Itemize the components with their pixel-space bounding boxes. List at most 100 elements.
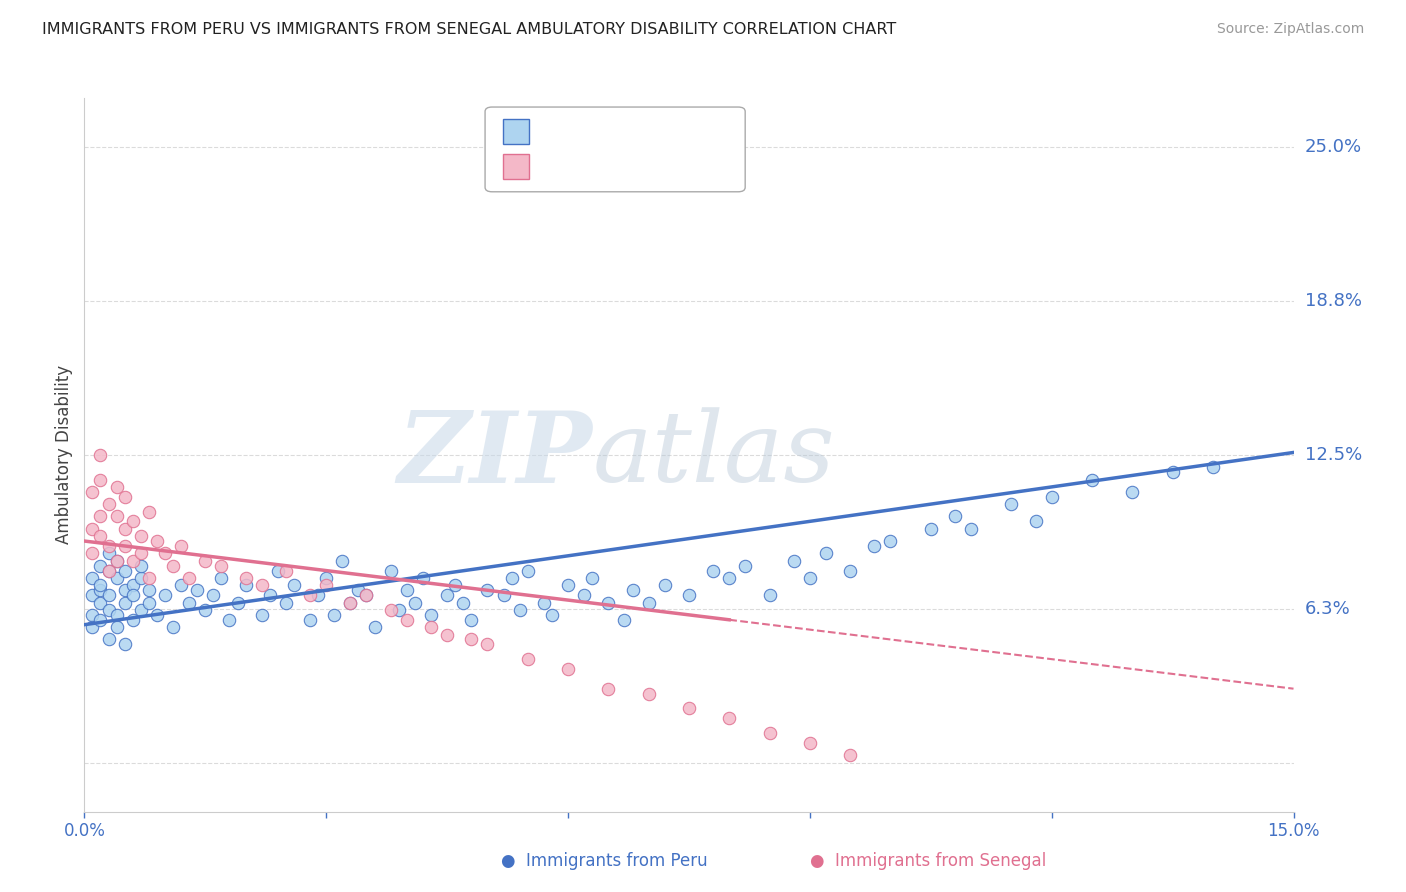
Point — [477, 583, 499, 598]
Text: 25.0%: 25.0% — [1305, 138, 1362, 156]
Point — [82, 571, 104, 585]
Point — [129, 558, 152, 573]
Point — [436, 588, 458, 602]
Point — [114, 596, 136, 610]
Point — [179, 596, 201, 610]
Point — [436, 627, 458, 641]
Point — [920, 522, 942, 536]
Point — [516, 652, 538, 666]
Point — [783, 554, 806, 568]
Point — [404, 596, 426, 610]
Point — [218, 613, 240, 627]
Point — [82, 484, 104, 499]
Point — [516, 564, 538, 578]
Point — [82, 620, 104, 634]
Point — [395, 583, 418, 598]
Point — [209, 558, 232, 573]
Point — [572, 588, 595, 602]
Text: ●  Immigrants from Peru: ● Immigrants from Peru — [502, 852, 707, 870]
Point — [1081, 473, 1104, 487]
Point — [82, 522, 104, 536]
Point — [202, 588, 225, 602]
Point — [299, 613, 322, 627]
Text: IMMIGRANTS FROM PERU VS IMMIGRANTS FROM SENEGAL AMBULATORY DISABILITY CORRELATIO: IMMIGRANTS FROM PERU VS IMMIGRANTS FROM … — [42, 22, 897, 37]
Point — [97, 497, 120, 511]
Point — [105, 480, 128, 494]
Point — [380, 564, 402, 578]
Point — [97, 603, 120, 617]
Point — [129, 603, 152, 617]
Point — [105, 571, 128, 585]
Point — [105, 554, 128, 568]
Point — [492, 588, 515, 602]
Point — [82, 607, 104, 622]
Point — [121, 588, 143, 602]
Text: Source: ZipAtlas.com: Source: ZipAtlas.com — [1216, 22, 1364, 37]
Point — [153, 588, 176, 602]
Point — [186, 583, 208, 598]
Point — [879, 534, 901, 549]
Point — [162, 558, 184, 573]
Point — [598, 596, 620, 610]
Point — [637, 596, 659, 610]
Point — [194, 603, 217, 617]
Point — [89, 448, 111, 462]
Point — [339, 596, 361, 610]
Point — [613, 613, 636, 627]
Point — [162, 620, 184, 634]
Point — [718, 711, 741, 725]
Point — [943, 509, 966, 524]
Point — [114, 539, 136, 553]
Point — [839, 748, 862, 763]
Point — [420, 620, 443, 634]
Point — [89, 613, 111, 627]
Point — [960, 522, 983, 536]
Point — [250, 607, 273, 622]
Point — [557, 578, 579, 592]
Point — [105, 607, 128, 622]
Point — [82, 546, 104, 560]
Text: R =  0.395   N = 102: R = 0.395 N = 102 — [537, 122, 718, 140]
Point — [114, 583, 136, 598]
Point — [114, 522, 136, 536]
Point — [799, 571, 821, 585]
Point — [315, 571, 337, 585]
Point — [114, 637, 136, 651]
Point — [509, 603, 531, 617]
Point — [209, 571, 232, 585]
Point — [533, 596, 555, 610]
Point — [97, 564, 120, 578]
Point — [114, 490, 136, 504]
Point — [477, 637, 499, 651]
Point — [323, 607, 346, 622]
Point — [179, 571, 201, 585]
Point — [89, 558, 111, 573]
Point — [799, 736, 821, 750]
Point — [460, 632, 482, 647]
Point — [363, 620, 385, 634]
Point — [129, 546, 152, 560]
Point — [97, 588, 120, 602]
Point — [194, 554, 217, 568]
Point — [557, 662, 579, 676]
Point — [758, 588, 780, 602]
Point — [89, 509, 111, 524]
Point — [267, 564, 290, 578]
Point — [1161, 465, 1184, 479]
Point — [814, 546, 837, 560]
Point — [129, 529, 152, 543]
Point — [121, 554, 143, 568]
Point — [105, 509, 128, 524]
Y-axis label: Ambulatory Disability: Ambulatory Disability — [55, 366, 73, 544]
Point — [444, 578, 467, 592]
Point — [598, 681, 620, 696]
Point — [330, 554, 353, 568]
Point — [1000, 497, 1022, 511]
Point — [138, 571, 160, 585]
Point — [250, 578, 273, 592]
Point — [146, 534, 169, 549]
Point — [170, 578, 193, 592]
Point — [138, 504, 160, 518]
Text: atlas: atlas — [592, 408, 835, 502]
Point — [1025, 514, 1047, 528]
